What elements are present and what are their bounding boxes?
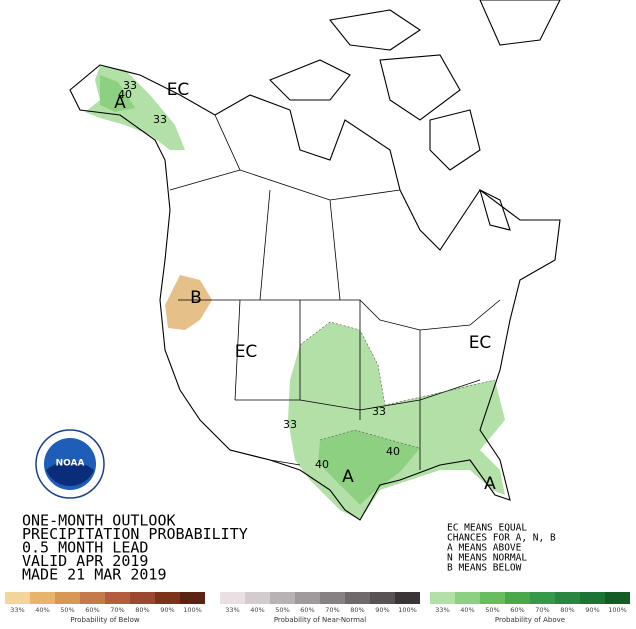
above-region-alaska-40 [100, 75, 135, 112]
key-line: A MEANS ABOVE [447, 543, 522, 554]
legend-swatch [345, 592, 370, 604]
legend-block: 33% 40% 50% 60% 70% 80% 90% 100% Probability of … [5, 592, 630, 624]
legend-swatch [580, 592, 605, 604]
legend-swatch [180, 592, 205, 604]
above-label: A [342, 467, 354, 487]
legend-tick: 100% [183, 606, 202, 614]
contour-label: 33 [153, 113, 167, 126]
legend-swatch [155, 592, 180, 604]
title-line: ONE-MONTH OUTLOOK [22, 512, 176, 530]
title-line: PRECIPITATION PROBABILITY [22, 525, 248, 543]
legend-tick: 40% [35, 606, 49, 614]
key-line: EC MEANS EQUAL [447, 523, 527, 534]
noaa-logo: NOAA [35, 429, 105, 499]
legend-tick: 90% [375, 606, 389, 614]
legend-swatch [220, 592, 245, 604]
legend-tick: 60% [85, 606, 99, 614]
title-line: 0.5 MONTH LEAD [22, 539, 148, 557]
legend-tick: 40% [250, 606, 264, 614]
legend-swatch [505, 592, 530, 604]
legend-tick: 70% [110, 606, 124, 614]
legend-tick: 70% [325, 606, 339, 614]
below-label: B [190, 288, 202, 308]
legend-tick: 80% [350, 606, 364, 614]
legend-swatch [555, 592, 580, 604]
legend-tick: 33% [225, 606, 239, 614]
legend-tick: 50% [275, 606, 289, 614]
key-line: N MEANS NORMAL [447, 553, 527, 564]
legend-tick: 40% [460, 606, 474, 614]
legend-swatch [605, 592, 630, 604]
ec-label: EC [167, 80, 190, 100]
legend-title: Probability of Near-Normal [274, 616, 366, 624]
legend-tick: 60% [510, 606, 524, 614]
legend-title: Probability of Above [495, 616, 565, 624]
legend-tick: 33% [435, 606, 449, 614]
legend-swatch [430, 592, 455, 604]
legend-tick: 50% [485, 606, 499, 614]
legend-swatch [130, 592, 155, 604]
logo-text: NOAA [56, 459, 85, 469]
above-label: A [114, 93, 126, 113]
legend-tick: 80% [135, 606, 149, 614]
legend-tick: 100% [608, 606, 627, 614]
legend-swatch [245, 592, 270, 604]
legend-swatch [455, 592, 480, 604]
title-line: VALID APR 2019 [22, 552, 148, 570]
legend-swatch [80, 592, 105, 604]
above-label: A [484, 474, 496, 494]
coastline [69, 0, 561, 521]
legend-swatch [30, 592, 55, 604]
legend-swatch [270, 592, 295, 604]
legend-tick: 90% [160, 606, 174, 614]
contour-label: 33 [283, 418, 297, 431]
legend-swatch [295, 592, 320, 604]
legend-swatch [55, 592, 80, 604]
legend-swatch [530, 592, 555, 604]
legend-swatch [480, 592, 505, 604]
legend-tick: 33% [10, 606, 24, 614]
legend-tick: 80% [560, 606, 574, 614]
legend-swatch [5, 592, 30, 604]
title-line: MADE 21 MAR 2019 [22, 566, 167, 584]
borders [169, 114, 501, 470]
legend-tick: 60% [300, 606, 314, 614]
contour-label: 40 [315, 458, 329, 471]
contours [299, 321, 496, 449]
legend-tick: 70% [535, 606, 549, 614]
contour-label: 33 [123, 79, 137, 92]
key-line: B MEANS BELOW [447, 563, 522, 574]
legend-swatch [395, 592, 420, 604]
legend-title: Probability of Below [70, 616, 140, 624]
legend-tick: 50% [60, 606, 74, 614]
legend-swatch [105, 592, 130, 604]
contour-label: 40 [118, 88, 132, 101]
ec-label: EC [469, 333, 492, 353]
legend-tick: 90% [585, 606, 599, 614]
above-region-texas-40 [318, 430, 420, 505]
contour-label: 40 [386, 445, 400, 458]
key-line: CHANCES FOR A, N, B [447, 533, 556, 544]
below-region-oregon [165, 275, 212, 330]
legend-swatch [320, 592, 345, 604]
legend-swatch [370, 592, 395, 604]
legend-tick: 100% [398, 606, 417, 614]
ec-label: EC [235, 342, 258, 362]
contour-label: 33 [372, 405, 386, 418]
